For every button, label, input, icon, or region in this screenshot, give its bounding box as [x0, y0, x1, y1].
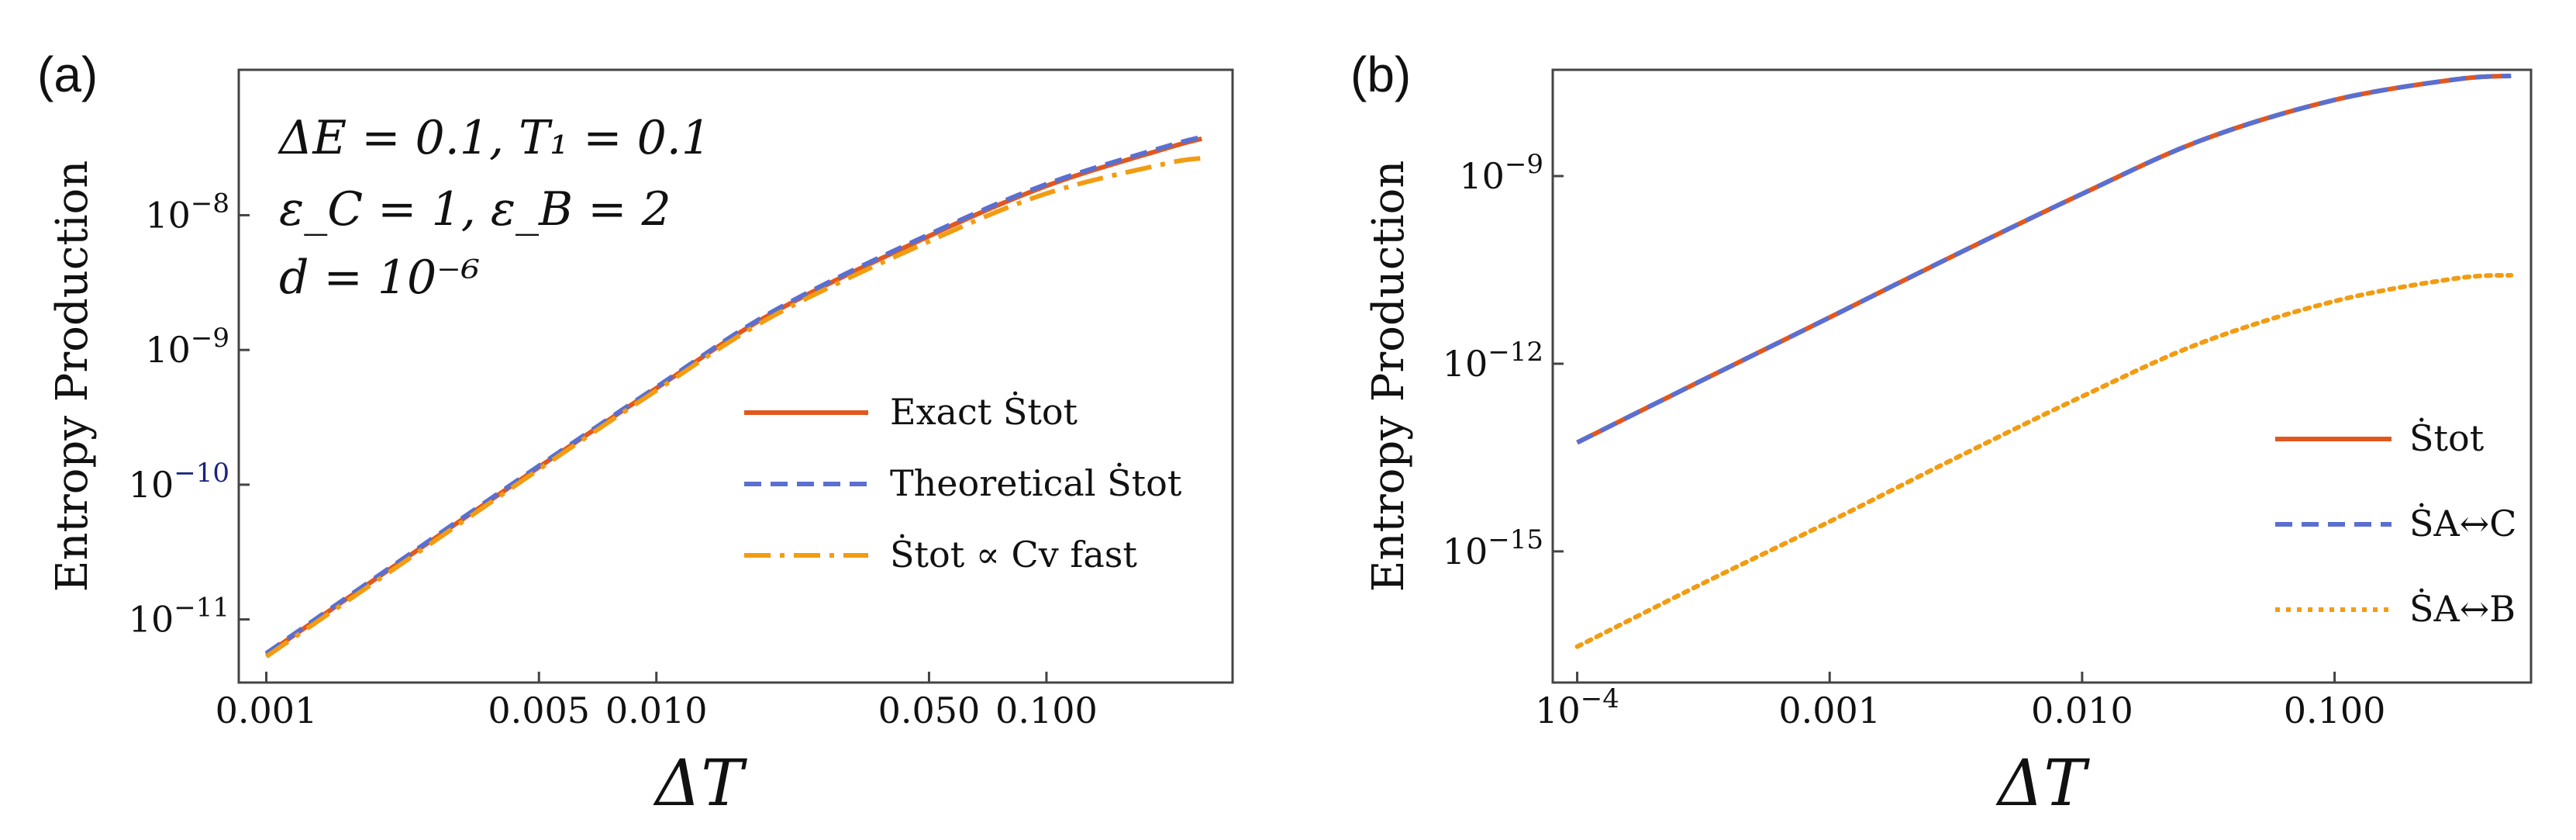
legend-label: Ṡtot ∝ Cv fast [890, 533, 1137, 576]
panel-a-label: (a) [37, 47, 98, 102]
panel-b-y-axis-label: Entropy Production [1364, 161, 1414, 593]
legend-label: ṠA↔C [2409, 502, 2516, 544]
series-line [1576, 73, 2512, 445]
y-tick-label: 10−9 [1459, 149, 1543, 197]
panel-b-label: (b) [1350, 47, 1411, 102]
y-tick-label: 10−15 [1443, 524, 1543, 572]
x-tick-label: 0.050 [878, 690, 981, 731]
annotation-line-3: d = 10⁻⁶ [279, 251, 480, 305]
x-tick-label: 0.100 [2284, 690, 2386, 731]
series-line [1574, 272, 2514, 649]
legend-label: ṠA↔B [2409, 587, 2516, 630]
panel-b: (b) 10−15 10−12 10−9 10−4 0.001 0.010 0.100 E… [1350, 47, 2533, 821]
panel-a-annotation: ΔE = 0.1, T₁ = 0.1 ε_C = 1, ε_B = 2 d = … [278, 111, 711, 305]
panel-b-x-axis-label: ΔT [1995, 747, 2090, 821]
x-tick-label: 0.100 [995, 690, 1098, 731]
x-tick-label: 0.010 [2031, 690, 2133, 731]
x-tick-label: 10−4 [1535, 683, 1619, 731]
x-tick-label: 0.005 [488, 690, 590, 731]
panel-b-series [1574, 73, 2514, 649]
panel-a-series [264, 134, 1202, 659]
panel-b-x-ticks: 10−4 0.001 0.010 0.100 [1535, 672, 2385, 731]
y-tick-label: 10−8 [145, 188, 229, 236]
legend-label: Exact Ṡtot [890, 390, 1078, 433]
y-tick-label: 10−11 [129, 593, 229, 641]
y-tick-label: 10−10 [129, 458, 229, 506]
panel-b-legend: Ṡtot ṠA↔C ṠA↔B [2275, 417, 2516, 630]
panel-a-x-ticks: 0.001 0.005 0.010 0.050 0.100 [216, 672, 1098, 731]
panel-b-y-ticks: 10−15 10−12 10−9 [1443, 149, 1564, 572]
legend-label: Ṡtot [2409, 417, 2485, 459]
legend-label: Theoretical Ṡtot [890, 461, 1182, 504]
y-tick-label: 10−9 [145, 323, 229, 371]
series-line [264, 155, 1202, 659]
panel-b-frame [1551, 68, 2533, 684]
panel-a-frame [237, 68, 1234, 684]
series-line [264, 136, 1202, 657]
panel-a-y-axis-label: Entropy Production [47, 161, 98, 593]
annotation-line-2: ε_C = 1, ε_B = 2 [279, 182, 671, 237]
x-tick-label: 0.001 [1778, 690, 1881, 731]
x-tick-label: 0.001 [216, 690, 318, 731]
annotation-line-1: ΔE = 0.1, T₁ = 0.1 [278, 111, 711, 165]
x-tick-label: 0.010 [605, 690, 708, 731]
panel-a-legend: Exact Ṡtot Theoretical Ṡtot Ṡtot ∝ Cv fast [744, 390, 1182, 576]
panel-a-x-axis-label: ΔT [653, 747, 747, 821]
y-tick-label: 10−12 [1443, 337, 1543, 385]
panel-a-y-ticks: 10−11 10−10 10−9 10−8 [129, 188, 250, 641]
series-line [1576, 73, 2512, 445]
